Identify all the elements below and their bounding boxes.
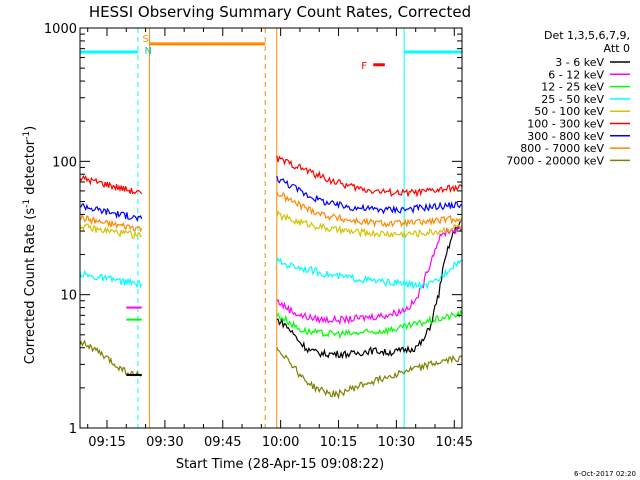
legend-entry-3: 25 - 50 keV: [541, 93, 604, 106]
legend-entry-0: 3 - 6 keV: [555, 56, 604, 69]
x-tick-label-5: 10:30: [378, 435, 415, 450]
chart-title: HESSI Observing Summary Count Rates, Cor…: [89, 3, 471, 21]
series-line-4-1: [276, 209, 463, 239]
series-line-3-1: [276, 256, 463, 291]
legend-entry-8: 7000 - 20000 keV: [506, 154, 604, 167]
x-tick-label-0: 09:15: [88, 435, 125, 450]
series-line-2-1: [276, 309, 463, 339]
legend-entry-2: 12 - 25 keV: [541, 81, 604, 94]
data-marks: SN F: [79, 28, 463, 428]
series-line-6-1: [276, 175, 463, 215]
legend-entry-7: 800 - 7000 keV: [520, 142, 604, 155]
series-line-6-0: [79, 203, 143, 222]
legend-entry-5: 100 - 300 keV: [527, 118, 604, 131]
y-axis-label: Corrected Count Rate (s-1 detector-1): [22, 126, 38, 364]
series-line-8-1: [276, 347, 463, 400]
y-axis-label-sup2: -1: [22, 131, 32, 140]
y-tick-label-3: 1000: [44, 22, 77, 37]
footer-timestamp: 6-Oct-2017 02:20: [574, 470, 636, 478]
series-line-5-1: [276, 155, 463, 198]
x-tick-label-6: 10:45: [436, 435, 473, 450]
series-line-8-0: [79, 339, 143, 377]
y-axis-label-end: ): [23, 126, 38, 131]
legend-entry-4: 50 - 100 keV: [534, 105, 604, 118]
series-line-7-0: [79, 213, 143, 233]
flag-label-flare: F: [361, 61, 367, 72]
x-axis-label: Start Time (28-Apr-15 09:08:22): [176, 457, 384, 472]
y-tick-label-2: 100: [52, 155, 77, 170]
y-axis-label-sup1: -1: [22, 199, 32, 208]
y-axis-label-mid: detector: [23, 139, 38, 199]
y-tick-label-0: 1: [69, 422, 77, 437]
legend-header-0: Det 1,3,5,6,7,9,: [544, 29, 630, 42]
legend-entry-6: 300 - 800 keV: [527, 130, 604, 143]
flag-label-saa: S: [142, 34, 148, 45]
series-line-3-0: [79, 269, 143, 289]
x-tick-label-4: 10:15: [320, 435, 357, 450]
legend-header-1: Att 0: [604, 42, 630, 55]
series-line-7-1: [276, 191, 463, 229]
series-line-4-0: [79, 223, 142, 240]
legend-entry-1: 6 - 12 keV: [548, 68, 604, 81]
flag-label-night: N: [144, 46, 151, 57]
x-tick-label-1: 09:30: [146, 435, 183, 450]
series-line-0-1: [276, 219, 463, 360]
y-axis-label-main: Corrected Count Rate (s: [23, 208, 38, 365]
y-tick-label-1: 10: [60, 289, 77, 304]
x-tick-label-3: 10:00: [262, 435, 299, 450]
series-line-5-0: [79, 174, 143, 195]
axes: 1 10 100 1000 09:15 09:30 09:45 10:00 10:15 10:30…: [44, 22, 473, 450]
x-tick-label-2: 09:45: [204, 435, 241, 450]
plot-frame: [79, 27, 463, 429]
series-line-1-1: [276, 225, 463, 326]
